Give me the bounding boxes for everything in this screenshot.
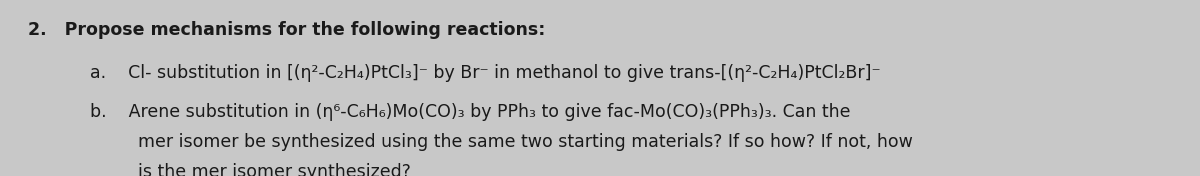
Text: is the mer isomer synthesized?: is the mer isomer synthesized? bbox=[138, 163, 410, 176]
Text: a.    Cl- substitution in [(η²-C₂H₄)PtCl₃]⁻ by Br⁻ in methanol to give trans-[(η: a. Cl- substitution in [(η²-C₂H₄)PtCl₃]⁻… bbox=[90, 64, 881, 82]
Text: b.    Arene substitution in (η⁶-C₆H₆)Mo(CO)₃ by PPh₃ to give fac-Mo(CO)₃(PPh₃)₃.: b. Arene substitution in (η⁶-C₆H₆)Mo(CO)… bbox=[90, 103, 851, 121]
Text: mer isomer be synthesized using the same two starting materials? If so how? If n: mer isomer be synthesized using the same… bbox=[138, 133, 913, 151]
Text: 2.   Propose mechanisms for the following reactions:: 2. Propose mechanisms for the following … bbox=[28, 21, 545, 39]
